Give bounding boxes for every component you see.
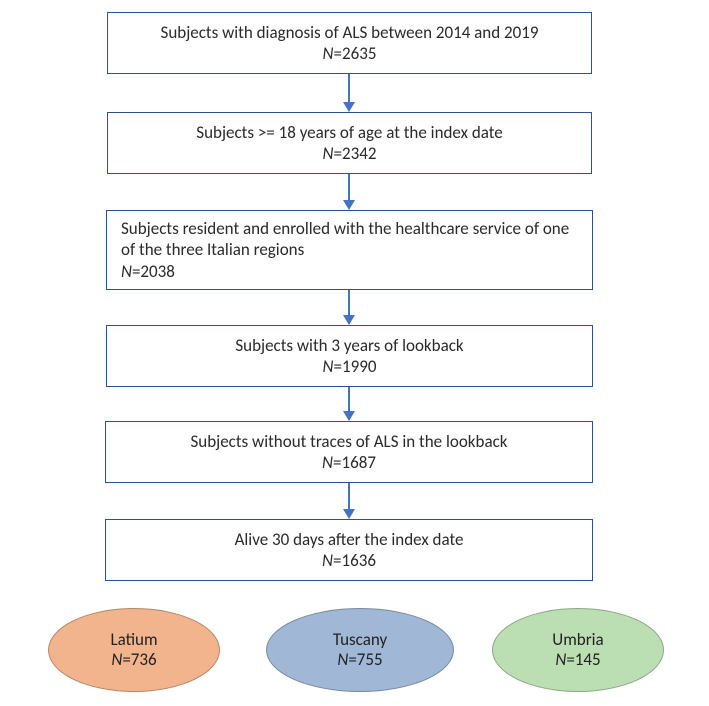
flow-box-text: Subjects with 3 years of lookback <box>235 335 463 356</box>
region-n: N=145 <box>555 650 600 670</box>
flow-box-3: Subjects with 3 years of lookback N=1990 <box>106 325 593 387</box>
flow-box-n: N=2635 <box>122 43 577 64</box>
region-n: N=755 <box>337 650 382 670</box>
flow-box-n: N=2342 <box>122 143 577 164</box>
flow-box-text: Alive 30 days after the index date <box>235 529 464 550</box>
flow-box-text: Subjects with diagnosis of ALS between 2… <box>161 22 539 43</box>
region-label: Latium <box>110 630 157 650</box>
region-label: Tuscany <box>333 630 387 650</box>
region-label: Umbria <box>552 630 603 650</box>
region-ellipse-tuscany: Tuscany N=755 <box>266 608 454 692</box>
flow-box-n: N=1636 <box>120 550 578 571</box>
flow-box-n: N=2038 <box>121 261 578 282</box>
flowchart-canvas: Subjects with diagnosis of ALS between 2… <box>0 0 709 706</box>
region-n: N=736 <box>111 650 156 670</box>
flow-box-text: Subjects resident and enrolled with the … <box>121 218 578 261</box>
flow-box-5: Alive 30 days after the index date N=163… <box>105 519 593 581</box>
flow-box-0: Subjects with diagnosis of ALS between 2… <box>107 12 592 74</box>
flow-box-text: Subjects without traces of ALS in the lo… <box>190 431 507 452</box>
region-ellipse-latium: Latium N=736 <box>48 608 220 692</box>
flow-box-2: Subjects resident and enrolled with the … <box>106 210 593 290</box>
flow-box-1: Subjects >= 18 years of age at the index… <box>107 112 592 174</box>
flow-box-n: N=1687 <box>120 452 578 473</box>
flow-box-4: Subjects without traces of ALS in the lo… <box>105 421 593 483</box>
flow-box-text: Subjects >= 18 years of age at the index… <box>196 122 502 143</box>
flow-box-n: N=1990 <box>121 356 578 377</box>
region-ellipse-umbria: Umbria N=145 <box>492 608 664 692</box>
